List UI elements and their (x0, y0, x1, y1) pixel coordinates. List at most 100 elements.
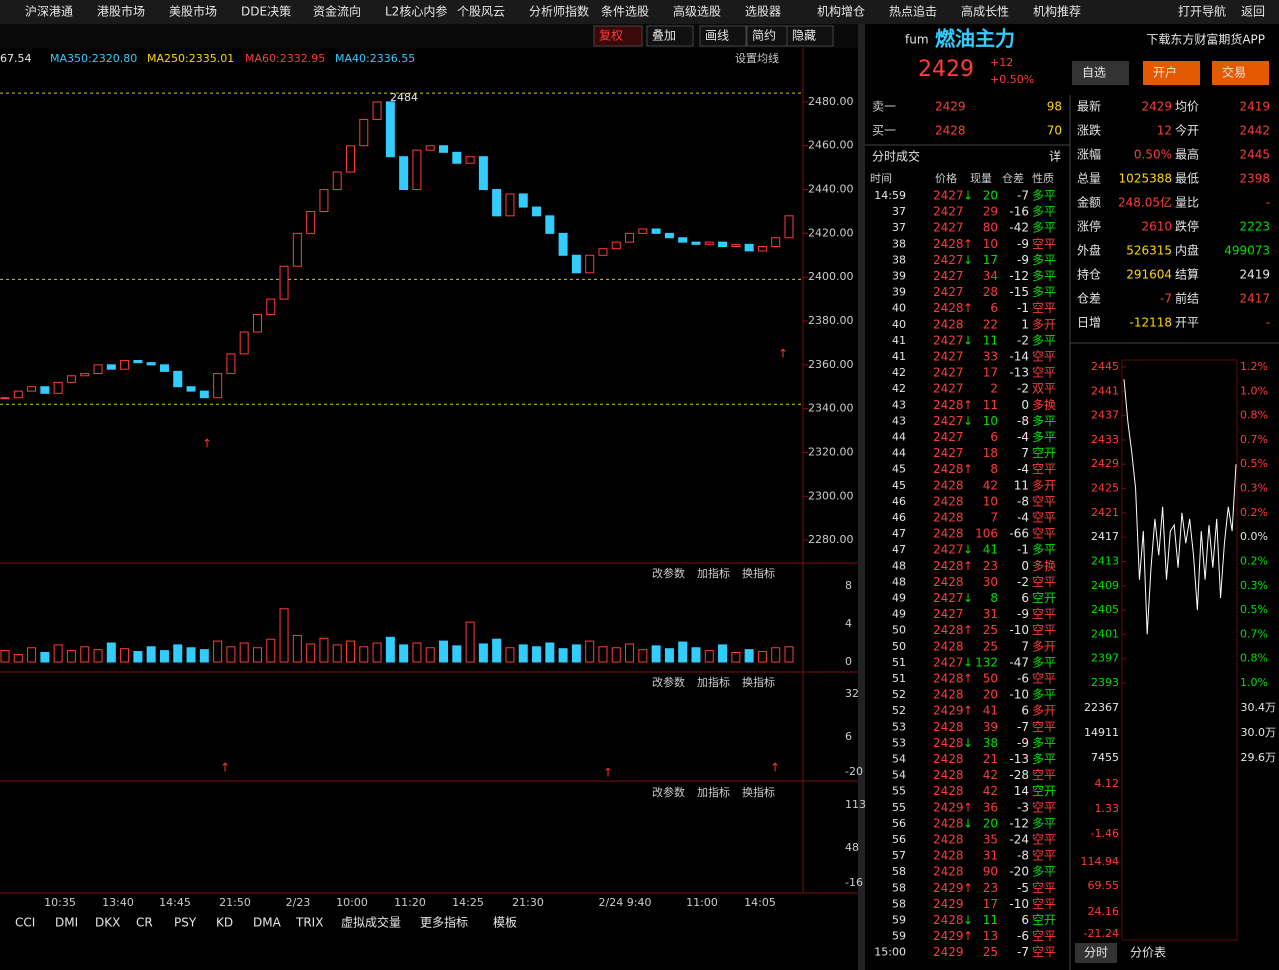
indicator-tab[interactable]: KD (216, 916, 233, 930)
x-tick-label: 2/24 9:40 (599, 896, 652, 909)
menu-item[interactable]: 选股器 (745, 5, 781, 19)
menu-item[interactable]: 打开导航 (1178, 4, 1226, 19)
panel-action[interactable]: 换指标 (742, 675, 775, 689)
volume-bar (199, 649, 209, 663)
menu-item[interactable]: 美股市场 (169, 4, 217, 19)
candle (306, 210, 316, 234)
trade-price: 2428 (933, 237, 964, 251)
trade-nature: 多平 (1032, 752, 1056, 766)
stat-value: 12 (1157, 124, 1172, 138)
quote-button[interactable] (1072, 61, 1129, 85)
trade-price: 2427 (933, 591, 964, 605)
trade-time: 38 (892, 253, 906, 266)
panel-action[interactable]: 换指标 (742, 785, 775, 799)
stat-label: 涨停 (1077, 219, 1101, 234)
indicator-tab[interactable]: CCI (15, 916, 35, 930)
indicator-tab[interactable]: PSY (174, 916, 197, 930)
trade-price: 2428 (933, 752, 964, 766)
ma-settings[interactable]: 设置均线 (735, 51, 779, 65)
tool-label[interactable]: 叠加 (652, 29, 676, 43)
menu-item[interactable]: 港股市场 (97, 4, 145, 19)
trade-change: -9 (1017, 253, 1029, 267)
indicator-tab[interactable]: DKX (95, 916, 120, 930)
menu-item[interactable]: 高成长性 (961, 4, 1009, 19)
trade-nature: 空开 (1032, 446, 1056, 460)
panel-action[interactable]: 加指标 (697, 675, 730, 689)
menu-item[interactable]: 返回 (1241, 5, 1265, 19)
tool-button[interactable] (646, 25, 694, 47)
trade-volume: 25 (983, 623, 998, 637)
indicator-tab[interactable]: CR (136, 916, 153, 930)
volume-bar (585, 640, 595, 663)
indicator-tab[interactable]: 虚拟成交量 (341, 915, 401, 930)
volume-bar (518, 644, 528, 663)
trade-volume: 13 (983, 929, 998, 943)
trade-change: 6 (1021, 591, 1029, 605)
trade-price: 2427 (933, 366, 964, 380)
panel-action[interactable]: 换指标 (742, 566, 775, 580)
quote-button-label[interactable]: 开户 (1153, 65, 1177, 80)
trade-dir: ↑ (963, 462, 973, 476)
menu-item[interactable]: 沪深港通 (25, 5, 73, 19)
quote-button[interactable] (1143, 61, 1200, 85)
trade-time: 47 (892, 527, 906, 540)
stat-label: 前结 (1175, 291, 1199, 306)
trade-time: 59 (892, 914, 906, 927)
quote-button-label[interactable]: 交易 (1222, 65, 1246, 80)
tool-label[interactable]: 画线 (705, 29, 729, 43)
tool-button[interactable] (786, 25, 834, 47)
trade-volume: 39 (983, 720, 998, 734)
indicator-tab[interactable]: TRIX (295, 916, 323, 930)
trade-price: 2427 (933, 333, 964, 347)
panel-action[interactable]: 加指标 (697, 785, 730, 799)
menu-item[interactable]: 条件选股 (601, 5, 649, 19)
volume-bar (532, 646, 542, 663)
panel-action[interactable]: 改参数 (652, 566, 685, 580)
trade-nature: 空平 (1032, 881, 1056, 895)
menu-item[interactable]: 高级选股 (673, 4, 721, 19)
trade-change: 6 (1021, 913, 1029, 927)
menu-item[interactable]: 热点追击 (889, 4, 937, 19)
menu-item[interactable]: 分析师指数 (529, 4, 589, 19)
download-link[interactable]: 下载东方财富期货APP (1146, 32, 1265, 47)
menu-item[interactable]: 机构增仓 (817, 4, 865, 19)
intraday-tab[interactable]: 分时 (1084, 946, 1108, 960)
tool-button[interactable] (699, 25, 747, 47)
quote-button[interactable] (1212, 61, 1269, 85)
menu-bar (0, 0, 1279, 24)
panel-action[interactable]: 改参数 (652, 675, 685, 689)
trade-nature: 多平 (1032, 816, 1056, 830)
tool-label[interactable]: 简约 (752, 28, 776, 43)
intraday-tab[interactable]: 分价表 (1130, 946, 1166, 960)
trade-change: 0 (1021, 559, 1029, 573)
indicator-tab[interactable]: 模板 (493, 916, 517, 930)
menu-item[interactable]: 个股风云 (457, 5, 505, 19)
indicator-tab[interactable]: DMA (253, 916, 282, 930)
trade-time: 38 (892, 237, 906, 250)
panel-action[interactable]: 加指标 (697, 566, 730, 580)
menu-item[interactable]: 资金流向 (313, 4, 361, 19)
menu-item[interactable]: L2核心内参 (385, 4, 447, 19)
trade-nature: 空平 (1032, 833, 1056, 847)
tool-button[interactable] (593, 25, 643, 47)
stat-label: 均价 (1175, 100, 1199, 114)
indicator-tab[interactable]: 更多指标 (420, 915, 468, 930)
trade-volume: 35 (983, 833, 998, 847)
trades-detail[interactable]: 详 (1049, 149, 1061, 164)
indicator-tab[interactable]: DMI (55, 916, 78, 930)
menu-item[interactable]: 机构推荐 (1033, 4, 1081, 19)
trade-change: -7 (1017, 720, 1029, 734)
tool-label[interactable]: 复权 (599, 29, 623, 43)
trade-price: 2428 (933, 575, 964, 589)
menu-item[interactable]: DDE决策 (241, 5, 291, 19)
volume-bar (159, 650, 169, 663)
trade-volume: 25 (983, 639, 998, 653)
quote-button-label[interactable]: 自选 (1082, 66, 1106, 80)
signal-arrow: ↑ (603, 766, 613, 780)
panel-action[interactable]: 改参数 (652, 785, 685, 799)
y-tick-label: 113 (845, 798, 866, 811)
tool-label[interactable]: 隐藏 (792, 29, 816, 43)
candle (651, 228, 661, 234)
trade-dir: ↓ (963, 414, 973, 428)
candle (385, 101, 395, 158)
